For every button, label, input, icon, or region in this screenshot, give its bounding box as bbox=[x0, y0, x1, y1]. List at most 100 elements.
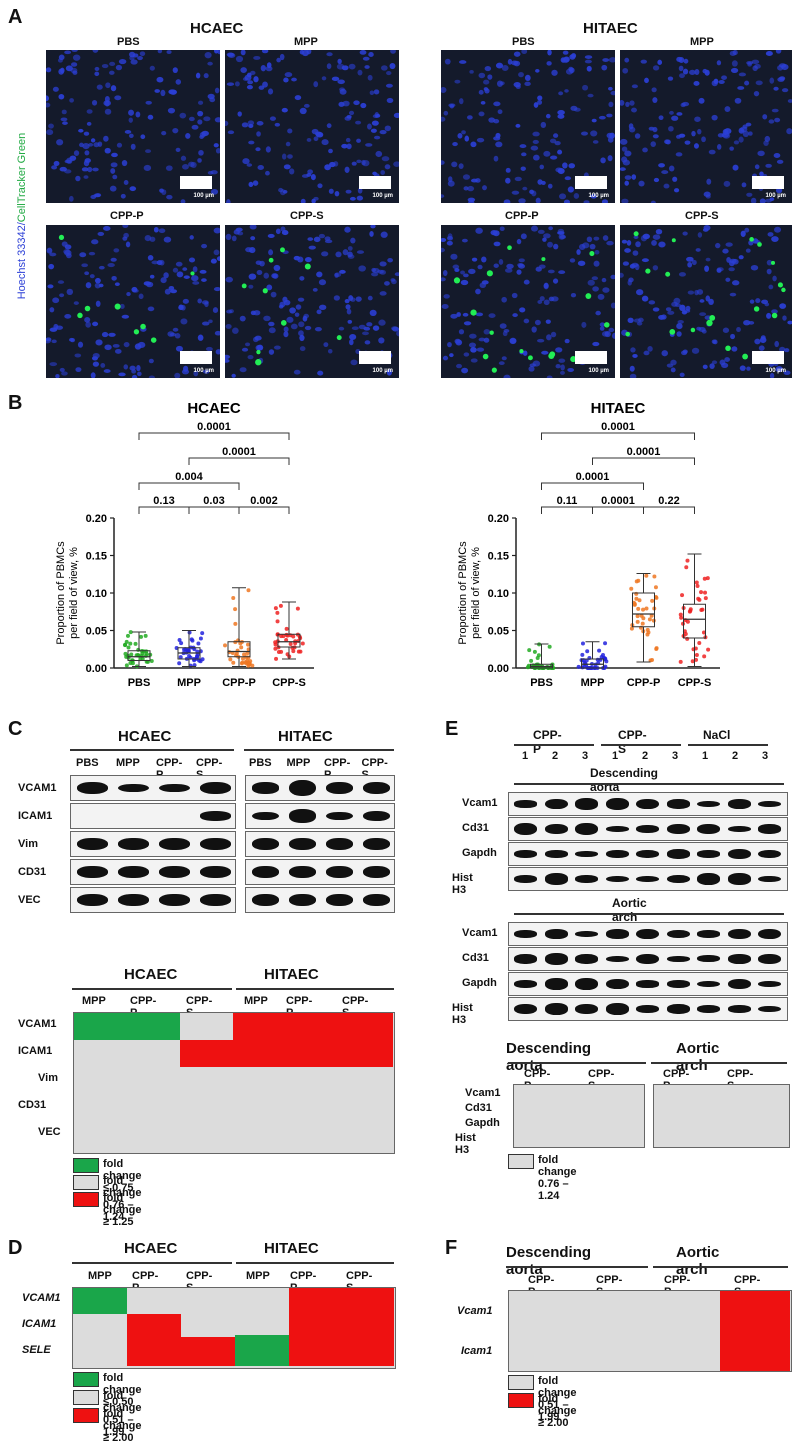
nucleus bbox=[738, 255, 744, 260]
nucleus bbox=[74, 353, 82, 358]
blot-band bbox=[727, 978, 751, 990]
blot-strip bbox=[508, 997, 788, 1021]
lane-label: 2 bbox=[552, 750, 559, 762]
nucleus bbox=[546, 334, 552, 341]
nucleus bbox=[345, 189, 352, 194]
nucleus bbox=[495, 141, 503, 148]
nucleus bbox=[212, 307, 219, 314]
nucleus bbox=[699, 312, 707, 317]
nucleus bbox=[285, 141, 291, 147]
nucleus bbox=[477, 264, 483, 270]
nucleus bbox=[511, 60, 518, 66]
pbmc-spot bbox=[749, 237, 754, 242]
legend-label: fold change ≥ 2.00 bbox=[538, 1393, 577, 1429]
nucleus bbox=[505, 167, 511, 173]
nucleus bbox=[716, 143, 722, 150]
nucleus bbox=[781, 88, 789, 93]
heatmap-cell bbox=[127, 1121, 181, 1149]
nucleus bbox=[366, 322, 373, 327]
nucleus bbox=[289, 168, 295, 175]
nucleus bbox=[624, 180, 629, 186]
blot-band bbox=[326, 811, 353, 821]
blot-band bbox=[697, 800, 720, 808]
protein-label: CD31 bbox=[18, 866, 47, 878]
nucleus bbox=[748, 321, 755, 325]
nucleus bbox=[255, 260, 262, 265]
data-point bbox=[645, 632, 650, 637]
nucleus bbox=[240, 67, 247, 74]
legend-label: fold change 0.76 – 1.24 bbox=[538, 1154, 577, 1202]
nucleus bbox=[775, 187, 783, 194]
nucleus bbox=[160, 89, 166, 97]
data-point bbox=[603, 641, 608, 646]
blot-band bbox=[575, 798, 598, 810]
lane-label: 2 bbox=[732, 750, 739, 762]
scale-bar bbox=[752, 351, 784, 364]
nucleus bbox=[586, 236, 593, 243]
section-line bbox=[506, 1266, 648, 1268]
nucleus bbox=[448, 103, 456, 108]
nucleus bbox=[188, 257, 196, 263]
blot-band bbox=[605, 978, 629, 990]
nucleus bbox=[631, 84, 638, 89]
nucleus bbox=[369, 309, 377, 317]
heatmap-block bbox=[513, 1084, 645, 1148]
nucleus bbox=[119, 303, 125, 309]
protein-label: Gapdh bbox=[462, 847, 497, 859]
nucleus bbox=[232, 327, 239, 334]
nucleus bbox=[95, 339, 103, 346]
nucleus bbox=[378, 319, 386, 326]
pbmc-spot bbox=[690, 327, 696, 333]
bracket-line bbox=[592, 506, 644, 514]
blot-band bbox=[200, 782, 231, 794]
bracket-line bbox=[643, 506, 695, 514]
blot-band bbox=[575, 850, 598, 858]
nucleus bbox=[96, 84, 103, 90]
nucleus bbox=[189, 235, 194, 240]
nucleus bbox=[729, 292, 737, 297]
heatmap-cell bbox=[180, 1094, 234, 1122]
nucleus bbox=[729, 260, 735, 267]
blot-strip bbox=[70, 887, 236, 913]
nucleus bbox=[235, 227, 243, 232]
blot-band bbox=[514, 980, 537, 988]
nucleus bbox=[109, 70, 115, 75]
micro-label-hcaec-cppp: CPP-P bbox=[110, 210, 144, 222]
nucleus bbox=[711, 114, 718, 121]
nucleus bbox=[66, 157, 73, 164]
nucleus bbox=[207, 61, 213, 66]
panel-a-letter: A bbox=[8, 6, 23, 28]
nucleus bbox=[297, 297, 305, 302]
nucleus bbox=[493, 101, 501, 107]
hm-col-label: MPP bbox=[244, 995, 268, 1007]
nucleus bbox=[344, 299, 350, 304]
blot-strip bbox=[508, 817, 788, 841]
nucleus bbox=[156, 76, 164, 83]
nucleus bbox=[504, 268, 513, 273]
nucleus bbox=[534, 319, 541, 326]
nucleus bbox=[699, 299, 705, 303]
nucleus bbox=[528, 366, 535, 372]
blot-band bbox=[636, 849, 659, 859]
nucleus bbox=[147, 255, 154, 261]
lane-label: 1 bbox=[612, 750, 619, 762]
nucleus bbox=[484, 65, 492, 72]
nucleus bbox=[543, 282, 549, 290]
nucleus bbox=[592, 341, 600, 347]
nucleus bbox=[524, 81, 531, 86]
lane-label: 3 bbox=[672, 750, 679, 762]
nucleus bbox=[134, 343, 142, 350]
nucleus bbox=[564, 338, 570, 344]
nucleus bbox=[394, 272, 399, 277]
nucleus bbox=[582, 84, 589, 91]
nucleus bbox=[774, 340, 780, 348]
nucleus bbox=[105, 82, 111, 89]
nucleus bbox=[668, 125, 674, 132]
nucleus bbox=[231, 235, 237, 242]
nucleus bbox=[551, 69, 558, 76]
nucleus bbox=[48, 123, 54, 129]
data-point bbox=[124, 663, 129, 668]
blot-band bbox=[77, 866, 108, 878]
heatmap-cell bbox=[235, 1288, 289, 1314]
nucleus bbox=[339, 269, 346, 274]
